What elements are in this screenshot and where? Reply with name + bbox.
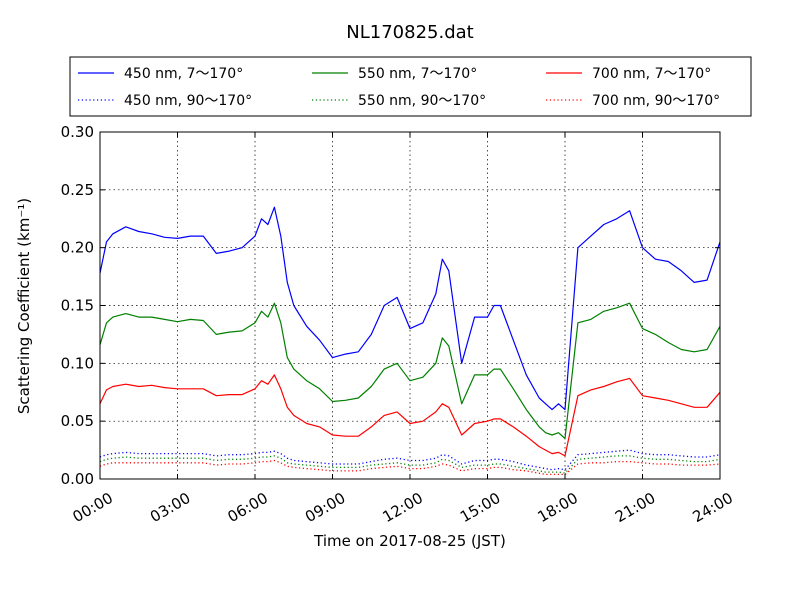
series-line-1: [99, 302, 721, 440]
y-axis-label: Scattering Coefficient (km⁻¹): [15, 198, 33, 414]
x-axis-label: Time on 2017-08-25 (JST): [313, 532, 506, 550]
x-tick-label-5: 15:00: [457, 489, 503, 526]
y-tick-label-4: 0.20: [61, 239, 94, 257]
legend: 450 nm, 7～170° 550 nm, 7～170° 700 nm, 7～17…: [69, 56, 752, 117]
series-line-0: [99, 206, 721, 411]
x-tick-label-6: 18:00: [535, 489, 581, 526]
legend-label-4: 550 nm, 90～170°: [358, 93, 486, 109]
x-tick-label-3: 09:00: [302, 489, 348, 526]
x-tick-label-4: 12:00: [380, 489, 426, 526]
series-line-5: [99, 459, 721, 476]
x-tick-label-2: 06:00: [225, 489, 271, 526]
y-tick-label-1: 0.05: [61, 412, 94, 430]
series-line-4: [99, 455, 721, 474]
series-line-2: [99, 374, 721, 457]
x-tick-label-7: 21:00: [612, 489, 658, 526]
series-group: [99, 206, 721, 476]
legend-label-0: 450 nm, 7～170°: [124, 66, 243, 82]
chart-title: NL170825.dat: [346, 22, 473, 43]
series-line-3: [99, 449, 721, 471]
legend-label-3: 450 nm, 90～170°: [124, 93, 252, 109]
legend-label-1: 550 nm, 7～170°: [358, 66, 477, 82]
legend-label-5: 700 nm, 90～170°: [592, 93, 720, 109]
y-tick-label-2: 0.10: [61, 354, 94, 372]
ticks: 00:00 03:00 06:00 09:00 12:00 15:00 18:00 21:00…: [61, 123, 736, 526]
legend-label-2: 700 nm, 7～170°: [592, 66, 711, 82]
x-tick-label-1: 03:00: [147, 489, 193, 526]
x-tick-label-0: 00:00: [70, 489, 116, 526]
grid: [99, 131, 721, 480]
y-tick-label-6: 0.30: [61, 123, 94, 141]
y-tick-label-3: 0.15: [61, 297, 94, 315]
y-tick-label-0: 0.00: [61, 470, 94, 488]
y-tick-label-5: 0.25: [61, 181, 94, 199]
x-tick-label-8: 24:00: [690, 489, 736, 526]
legend-box: [69, 56, 752, 117]
